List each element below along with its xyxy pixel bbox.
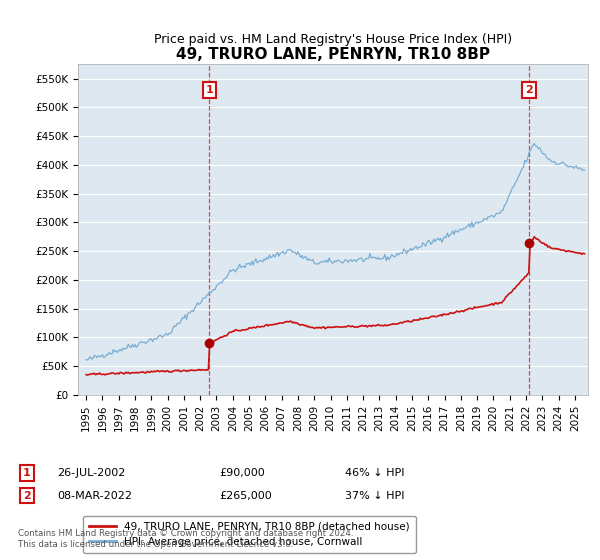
Text: 26-JUL-2002: 26-JUL-2002 bbox=[57, 468, 125, 478]
Legend: 49, TRURO LANE, PENRYN, TR10 8BP (detached house), HPI: Average price, detached : 49, TRURO LANE, PENRYN, TR10 8BP (detach… bbox=[83, 516, 416, 553]
Title: 49, TRURO LANE, PENRYN, TR10 8BP: 49, TRURO LANE, PENRYN, TR10 8BP bbox=[176, 47, 490, 62]
Text: Contains HM Land Registry data © Crown copyright and database right 2024.
This d: Contains HM Land Registry data © Crown c… bbox=[18, 529, 353, 549]
Text: 2: 2 bbox=[525, 85, 533, 95]
Text: 08-MAR-2022: 08-MAR-2022 bbox=[57, 491, 132, 501]
Text: Price paid vs. HM Land Registry's House Price Index (HPI): Price paid vs. HM Land Registry's House … bbox=[154, 34, 512, 46]
Text: 1: 1 bbox=[206, 85, 214, 95]
Text: 2: 2 bbox=[23, 491, 31, 501]
Text: 37% ↓ HPI: 37% ↓ HPI bbox=[345, 491, 404, 501]
Text: £90,000: £90,000 bbox=[219, 468, 265, 478]
Text: £265,000: £265,000 bbox=[219, 491, 272, 501]
Text: 1: 1 bbox=[23, 468, 31, 478]
Text: 46% ↓ HPI: 46% ↓ HPI bbox=[345, 468, 404, 478]
